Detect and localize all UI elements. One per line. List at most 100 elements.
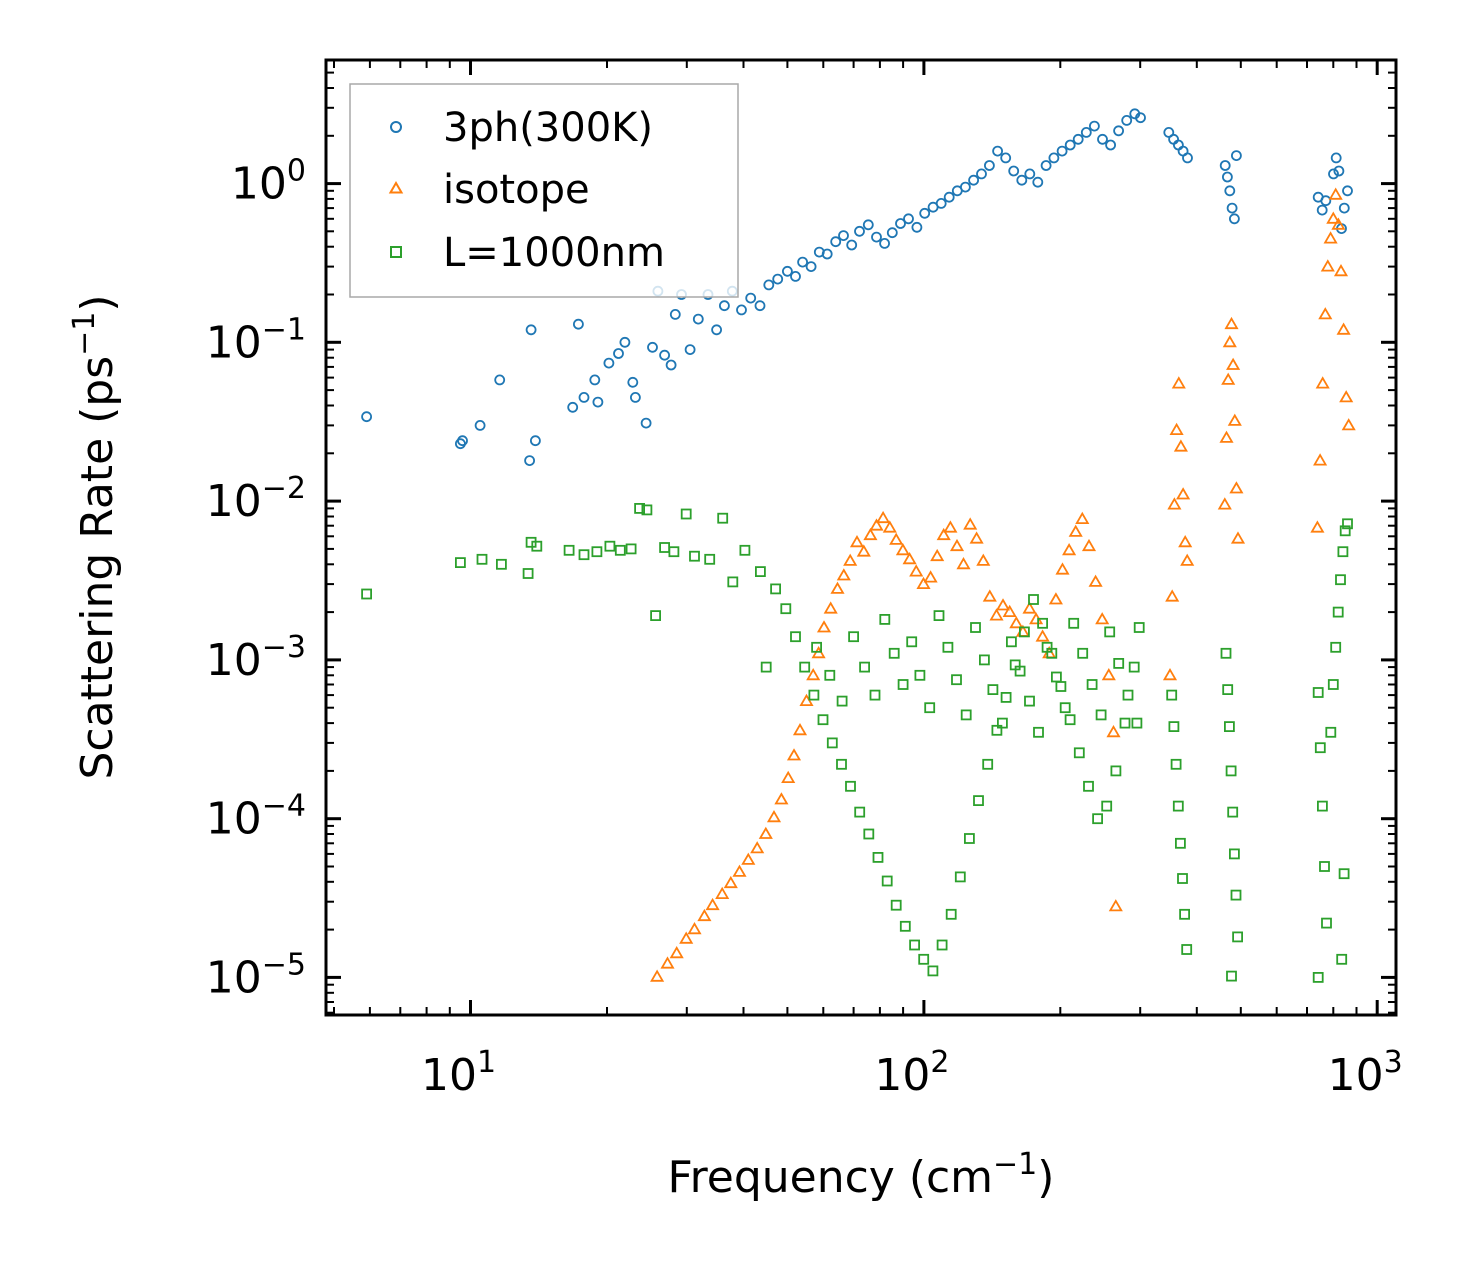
point-2-90: [1033, 726, 1044, 738]
point-1-16: [786, 748, 802, 761]
point-2-66: [1133, 622, 1145, 633]
point-2-47: [964, 833, 975, 844]
point-0-43: [838, 230, 849, 242]
point-2-115: [1229, 848, 1240, 860]
point-1-71: [1171, 376, 1186, 389]
point-1-95: [1336, 322, 1351, 335]
y-axis-title-sup: −1: [67, 312, 102, 356]
point-2-13: [634, 502, 645, 514]
point-2-106: [1175, 837, 1186, 849]
plot-frame: [324, 58, 1398, 1017]
point-2-33: [836, 758, 847, 770]
point-2-124: [1312, 972, 1324, 983]
point-0-95: [1328, 168, 1339, 180]
point-1-47: [989, 608, 1004, 621]
point-0-61: [984, 160, 995, 171]
point-1-59: [1068, 524, 1083, 537]
point-0-33: [754, 300, 766, 312]
point-0-18: [640, 417, 652, 429]
point-0-64: [1008, 165, 1020, 177]
legend-marker-3ph: [390, 121, 402, 133]
point-2-132: [1342, 518, 1353, 530]
point-2-102: [1166, 689, 1178, 701]
point-0-85: [1182, 152, 1193, 164]
point-0-48: [879, 237, 890, 249]
point-0-53: [919, 207, 931, 219]
point-0-44: [846, 239, 858, 251]
point-1-26: [849, 535, 865, 548]
legend-label-3ph: 3ph(300K): [443, 105, 653, 151]
y-tick-label-0: 10−5: [206, 947, 306, 1003]
point-1-52: [1022, 601, 1037, 614]
point-1-36: [916, 576, 931, 589]
point-1-78: [1221, 372, 1236, 385]
point-2-53: [1019, 626, 1030, 638]
point-1-50: [1009, 616, 1024, 629]
point-2-127: [1330, 641, 1342, 653]
point-2-108: [1179, 908, 1190, 920]
point-2-12: [625, 543, 637, 555]
point-1-0: [650, 969, 665, 982]
point-0-17: [630, 391, 641, 403]
point-2-58: [1064, 714, 1076, 726]
point-1-29: [869, 518, 884, 531]
point-2-82: [960, 709, 972, 721]
point-1-32: [889, 532, 904, 545]
series-2: [361, 502, 1353, 983]
point-1-43: [963, 517, 978, 530]
y-tick-exp-1: −4: [262, 789, 306, 824]
point-0-10: [578, 391, 590, 403]
series-layer: [361, 108, 1356, 983]
point-0-8: [567, 401, 579, 413]
point-2-75: [897, 679, 909, 690]
point-0-55: [935, 197, 947, 209]
point-1-27: [856, 544, 871, 557]
point-2-123: [1321, 917, 1332, 929]
point-2-76: [906, 636, 918, 648]
point-1-3: [679, 931, 694, 944]
point-0-46: [862, 219, 874, 231]
legend-label-isotope: isotope: [443, 167, 590, 213]
y-tick-label-4: 10−1: [206, 312, 306, 368]
point-1-68: [1165, 589, 1180, 602]
point-2-125: [1325, 726, 1337, 738]
point-1-33: [895, 543, 910, 556]
y-tick-base-2: 10: [206, 635, 262, 686]
point-2-8: [578, 549, 590, 561]
point-1-92: [1328, 187, 1343, 200]
point-0-90: [1229, 213, 1240, 225]
point-1-23: [830, 581, 845, 594]
x-axis-title-sup: −1: [993, 1147, 1037, 1182]
y-axis-title-close: ): [72, 294, 123, 311]
point-2-14: [641, 504, 653, 516]
x-tick-base-0: 10: [421, 1050, 477, 1101]
point-2-91: [1041, 641, 1053, 653]
point-2-74: [888, 647, 900, 659]
point-1-62: [1088, 574, 1103, 587]
point-2-26: [770, 583, 781, 595]
point-0-36: [782, 265, 793, 277]
point-2-55: [1037, 617, 1048, 629]
point-0-89: [1226, 202, 1238, 214]
point-0-22: [665, 359, 677, 371]
point-0-4: [494, 374, 506, 386]
point-2-28: [790, 631, 801, 643]
point-1-65: [1106, 725, 1121, 738]
point-2-129: [1335, 574, 1346, 586]
point-2-15: [650, 610, 661, 621]
point-2-70: [848, 631, 859, 643]
point-1-61: [1081, 538, 1097, 552]
y-tick-label-5: 100: [231, 154, 306, 210]
point-2-113: [1225, 765, 1237, 777]
point-1-12: [758, 826, 773, 839]
point-1-84: [1230, 531, 1246, 544]
point-2-103: [1168, 721, 1180, 732]
point-2-4: [522, 568, 534, 579]
point-0-96: [1330, 152, 1342, 164]
point-1-91: [1326, 211, 1341, 224]
point-2-29: [799, 661, 811, 673]
point-2-34: [845, 780, 856, 792]
y-tick-base-0: 10: [206, 952, 262, 1003]
point-2-7: [563, 544, 575, 556]
